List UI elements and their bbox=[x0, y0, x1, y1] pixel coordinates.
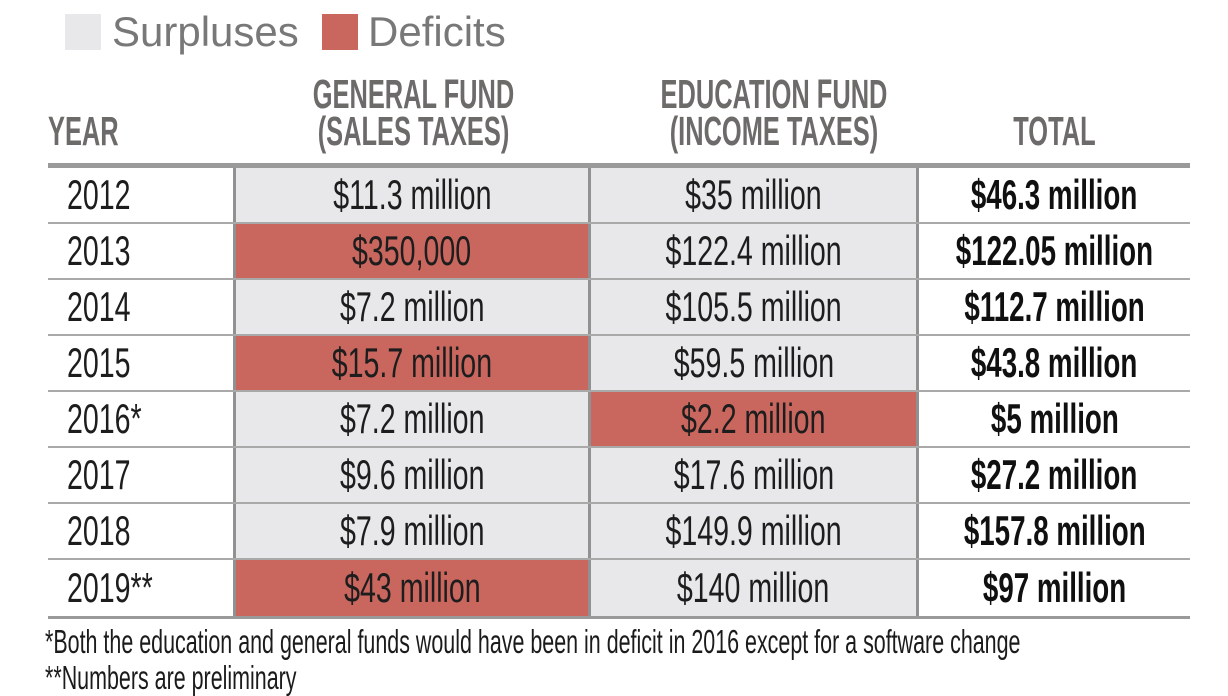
header-year: YEAR bbox=[48, 108, 236, 158]
total-cell: $27.2 million bbox=[919, 448, 1190, 502]
deficit-legend-label: Deficits bbox=[368, 11, 506, 53]
year-cell: 2016* bbox=[48, 392, 236, 446]
education-fund-cell: $140 million bbox=[591, 560, 919, 616]
general-fund-cell: $15.7 million bbox=[236, 336, 591, 390]
year-cell: 2013 bbox=[48, 224, 236, 278]
education-fund-cell: $149.9 million bbox=[591, 504, 919, 558]
total-value: $5 million bbox=[990, 395, 1119, 442]
footnote-software-change-text: *Both the education and general funds wo… bbox=[45, 623, 1021, 660]
general-fund-value: $11.3 million bbox=[332, 171, 492, 218]
table-row: 2017 $9.6 million $17.6 million $27.2 mi… bbox=[48, 448, 1190, 504]
table-row: 2019** $43 million $140 million $97 mill… bbox=[48, 560, 1190, 616]
education-fund-value: $17.6 million bbox=[673, 451, 834, 498]
total-value: $157.8 million bbox=[963, 507, 1146, 554]
general-fund-cell: $7.9 million bbox=[236, 504, 591, 558]
year-cell: 2019** bbox=[48, 560, 236, 616]
header-total-text: TOTAL bbox=[1013, 108, 1096, 154]
year-value: 2018 bbox=[67, 507, 131, 554]
table-row: 2015 $15.7 million $59.5 million $43.8 m… bbox=[48, 336, 1190, 392]
header-general-fund-text: GENERAL FUND (SALES TAXES) bbox=[313, 74, 514, 152]
year-value: 2017 bbox=[67, 451, 131, 498]
general-fund-value: $15.7 million bbox=[331, 339, 493, 386]
table-header-row: YEAR GENERAL FUND (SALES TAXES) EDUCATION… bbox=[48, 72, 1190, 158]
deficit-swatch bbox=[322, 14, 358, 50]
header-general-fund-line2: (SALES TAXES) bbox=[317, 108, 510, 154]
education-fund-cell: $2.2 million bbox=[591, 392, 919, 446]
total-cell: $43.8 million bbox=[919, 336, 1190, 390]
year-value: 2012 bbox=[67, 171, 131, 218]
total-cell: $97 million bbox=[919, 560, 1190, 616]
footnotes: *Both the education and general funds wo… bbox=[45, 624, 1228, 696]
footnote-software-change: *Both the education and general funds wo… bbox=[45, 624, 1228, 660]
year-cell: 2012 bbox=[48, 168, 236, 222]
general-fund-cell: $350,000 bbox=[236, 224, 591, 278]
general-fund-value: $7.9 million bbox=[339, 507, 485, 554]
total-value: $112.7 million bbox=[964, 283, 1145, 330]
general-fund-value: $7.2 million bbox=[339, 395, 485, 442]
year-value: 2019** bbox=[67, 564, 153, 611]
education-fund-value: $140 million bbox=[677, 564, 830, 611]
header-total: TOTAL bbox=[919, 108, 1190, 158]
total-value: $27.2 million bbox=[971, 451, 1138, 498]
general-fund-cell: $9.6 million bbox=[236, 448, 591, 502]
table-row: 2014 $7.2 million $105.5 million $112.7 … bbox=[48, 280, 1190, 336]
education-fund-value: $59.5 million bbox=[673, 339, 834, 386]
total-cell: $122.05 million bbox=[919, 224, 1190, 278]
table-row: 2012 $11.3 million $35 million $46.3 mil… bbox=[48, 168, 1190, 224]
table-row: 2018 $7.9 million $149.9 million $157.8 … bbox=[48, 504, 1190, 560]
education-fund-cell: $35 million bbox=[591, 168, 919, 222]
surplus-legend-text: Surpluses bbox=[112, 8, 299, 55]
footnote-preliminary-text: **Numbers are preliminary bbox=[45, 659, 297, 696]
education-fund-value: $122.4 million bbox=[665, 227, 842, 274]
general-fund-cell: $43 million bbox=[236, 560, 591, 616]
total-value: $46.3 million bbox=[971, 171, 1138, 218]
header-education-fund-line1: EDUCATION FUND bbox=[660, 71, 888, 117]
education-fund-cell: $122.4 million bbox=[591, 224, 919, 278]
header-education-fund: EDUCATION FUND (INCOME TAXES) bbox=[591, 74, 919, 158]
general-fund-value: $350,000 bbox=[352, 227, 472, 274]
header-general-fund: GENERAL FUND (SALES TAXES) bbox=[236, 74, 591, 158]
total-value: $43.8 million bbox=[971, 339, 1138, 386]
general-fund-cell: $11.3 million bbox=[236, 168, 591, 222]
education-fund-cell: $17.6 million bbox=[591, 448, 919, 502]
education-fund-value: $105.5 million bbox=[665, 283, 842, 330]
year-value: 2015 bbox=[67, 339, 131, 386]
budget-table: 2012 $11.3 million $35 million $46.3 mil… bbox=[48, 163, 1190, 619]
table-row: 2016* $7.2 million $2.2 million $5 milli… bbox=[48, 392, 1190, 448]
surplus-legend-label: Surpluses bbox=[112, 11, 299, 53]
surplus-swatch bbox=[65, 14, 101, 50]
header-year-text: YEAR bbox=[48, 108, 119, 154]
year-value: 2014 bbox=[67, 283, 131, 330]
general-fund-cell: $7.2 million bbox=[236, 392, 591, 446]
total-cell: $5 million bbox=[919, 392, 1190, 446]
total-cell: $157.8 million bbox=[919, 504, 1190, 558]
header-general-fund-line1: GENERAL FUND bbox=[312, 71, 515, 117]
deficit-legend-text: Deficits bbox=[368, 8, 506, 55]
total-value: $122.05 million bbox=[955, 227, 1154, 274]
total-cell: $46.3 million bbox=[919, 168, 1190, 222]
education-fund-value: $2.2 million bbox=[681, 395, 826, 442]
year-cell: 2014 bbox=[48, 280, 236, 334]
year-value: 2016* bbox=[67, 395, 142, 442]
header-education-fund-text: EDUCATION FUND (INCOME TAXES) bbox=[661, 74, 888, 152]
year-cell: 2017 bbox=[48, 448, 236, 502]
year-cell: 2018 bbox=[48, 504, 236, 558]
footnote-preliminary: **Numbers are preliminary bbox=[45, 660, 1228, 696]
year-value: 2013 bbox=[67, 227, 131, 274]
general-fund-value: $7.2 million bbox=[339, 283, 485, 330]
education-fund-cell: $59.5 million bbox=[591, 336, 919, 390]
total-cell: $112.7 million bbox=[919, 280, 1190, 334]
education-fund-value: $35 million bbox=[685, 171, 822, 218]
general-fund-cell: $7.2 million bbox=[236, 280, 591, 334]
year-cell: 2015 bbox=[48, 336, 236, 390]
education-fund-cell: $105.5 million bbox=[591, 280, 919, 334]
header-education-fund-line2: (INCOME TAXES) bbox=[669, 108, 879, 154]
general-fund-value: $43 million bbox=[343, 564, 481, 611]
table-row: 2013 $350,000 $122.4 million $122.05 mil… bbox=[48, 224, 1190, 280]
total-value: $97 million bbox=[982, 564, 1127, 611]
education-fund-value: $149.9 million bbox=[665, 507, 842, 554]
general-fund-value: $9.6 million bbox=[339, 451, 485, 498]
